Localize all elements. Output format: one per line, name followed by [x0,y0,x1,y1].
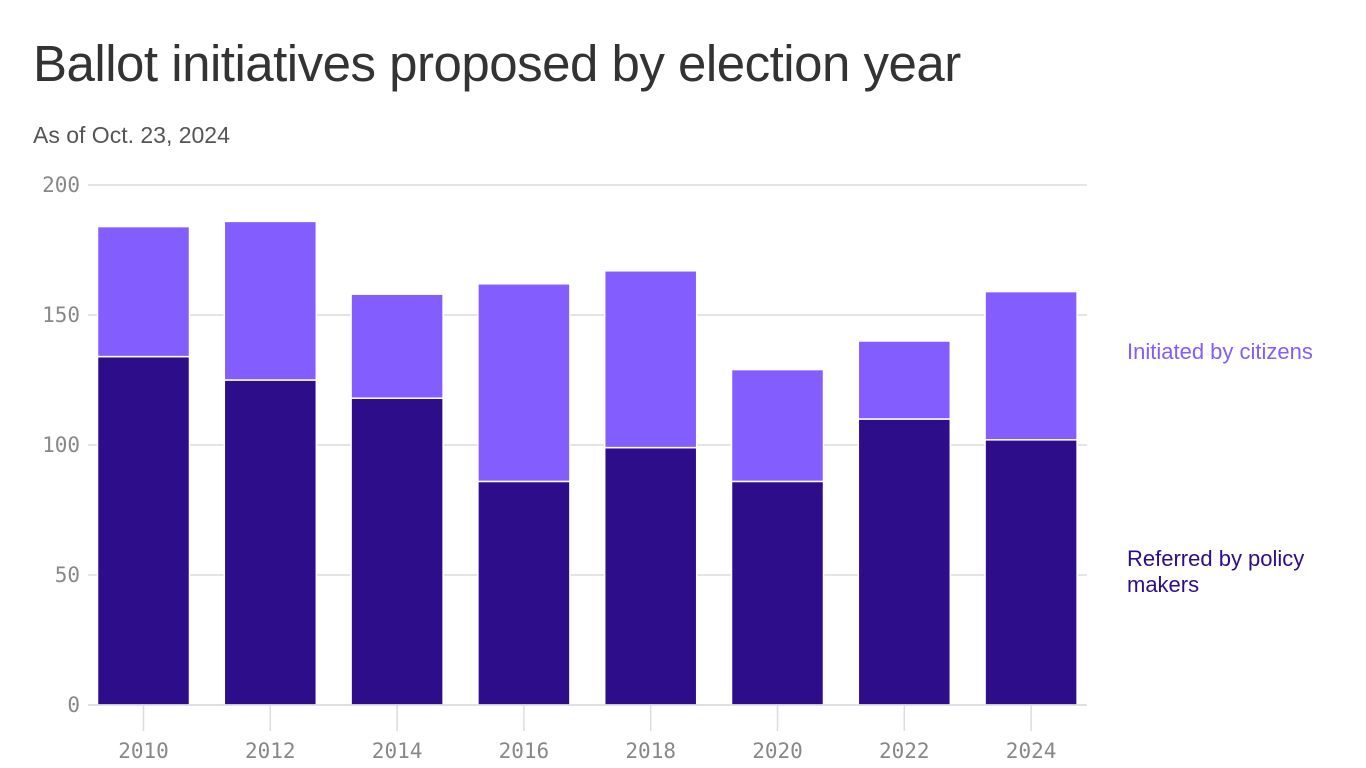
x-tick-label-2024: 2024 [1006,739,1057,763]
y-tick-label: 150 [42,303,80,327]
bar-referred-2024 [984,439,1078,706]
bar-referred-2012 [223,379,318,706]
legend-label-referred: Referred by policy makers [1127,546,1305,597]
bar-citizens-2018 [603,270,698,449]
bar-referred-2016 [477,480,571,706]
x-tick-label-2018: 2018 [625,739,676,763]
x-tick-label-2010: 2010 [118,739,169,763]
x-tick-label-2014: 2014 [372,739,423,763]
x-tick-label-2022: 2022 [879,739,930,763]
bar-referred-2020 [730,480,825,706]
chart-title: Ballot initiatives proposed by election … [33,35,961,92]
bar-citizens-2022 [857,340,952,420]
bar-referred-2022 [857,418,952,706]
x-tick-label-2012: 2012 [245,739,296,763]
bar-citizens-2012 [223,220,318,381]
y-tick-label: 50 [55,563,80,587]
bar-referred-2018 [603,446,698,706]
legend-label-citizens: Initiated by citizens [1127,339,1313,364]
chart-subtitle: As of Oct. 23, 2024 [33,122,230,148]
bar-referred-2010 [96,355,191,706]
bar-citizens-2024 [984,290,1078,441]
bar-citizens-2010 [96,225,191,358]
axes: 0 50 100 150 200 2010 2012 2014 2016 2018 2020 2022… [42,173,1087,763]
bars [96,220,1078,706]
bar-citizens-2014 [350,293,444,399]
bar-citizens-2020 [730,368,825,483]
y-tick-label: 0 [67,693,80,717]
y-tick-label: 100 [42,433,80,457]
bar-referred-2014 [350,397,444,706]
x-tick-label-2016: 2016 [499,739,550,763]
x-tick-label-2020: 2020 [752,739,803,763]
y-tick-label: 200 [42,173,80,197]
bar-citizens-2016 [477,283,571,483]
